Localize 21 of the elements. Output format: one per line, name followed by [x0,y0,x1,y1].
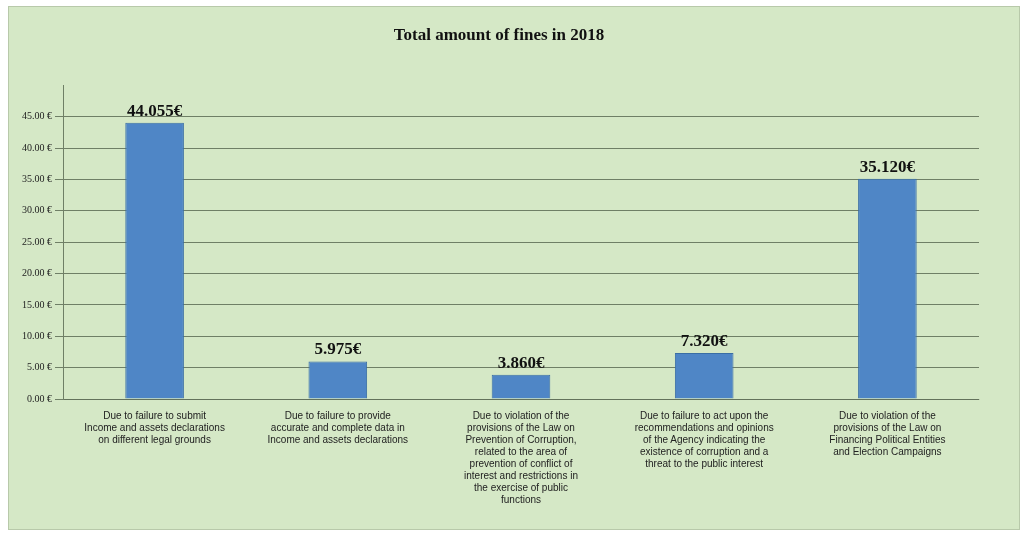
data-label: 35.120€ [859,156,916,176]
y-tick-label: 25.00 € [22,235,52,247]
y-tick-label: 15.00 € [22,298,52,310]
x-tick-label: Due to violation of the provisions of the Law on Financing Political Entities and Election Campaigns [829,409,946,457]
data-label: 7.320€ [680,330,729,350]
y-tick-label: 35.00 € [22,173,52,185]
chart-title: Total amount of fines in 2018 [393,24,605,44]
y-tick-label: 45.00 € [22,110,52,122]
x-tick-label: Due to failure to submit Income and assets declarations on different legal grounds [84,409,225,445]
y-tick-label: 10.00 € [22,329,52,341]
y-tick-label: 5.00 € [27,361,52,373]
y-tick-label: 20.00 € [22,267,52,279]
x-tick-label: Due to violation of the provisions of the Law on Prevention of Corruption, related to the area of prevention of conflict of interest and restrictions in the exercise of public functions [464,409,578,505]
data-label: 3.860€ [497,352,545,372]
y-tick-label: 0.00 € [27,392,52,404]
x-tick-label: Due to failure to provide accurate and complete data in Income and assets declarations [267,409,409,445]
x-tick-label: Due to failure to act upon the recommendations and opinions of the Agency indicating the existence of corruption and a threat to the public interest [634,409,774,469]
y-tick-label: 30.00 € [22,204,52,216]
data-label: 44.055€ [126,100,183,120]
data-label: 5.975€ [314,339,362,359]
y-tick-label: 40.00 € [22,141,52,153]
